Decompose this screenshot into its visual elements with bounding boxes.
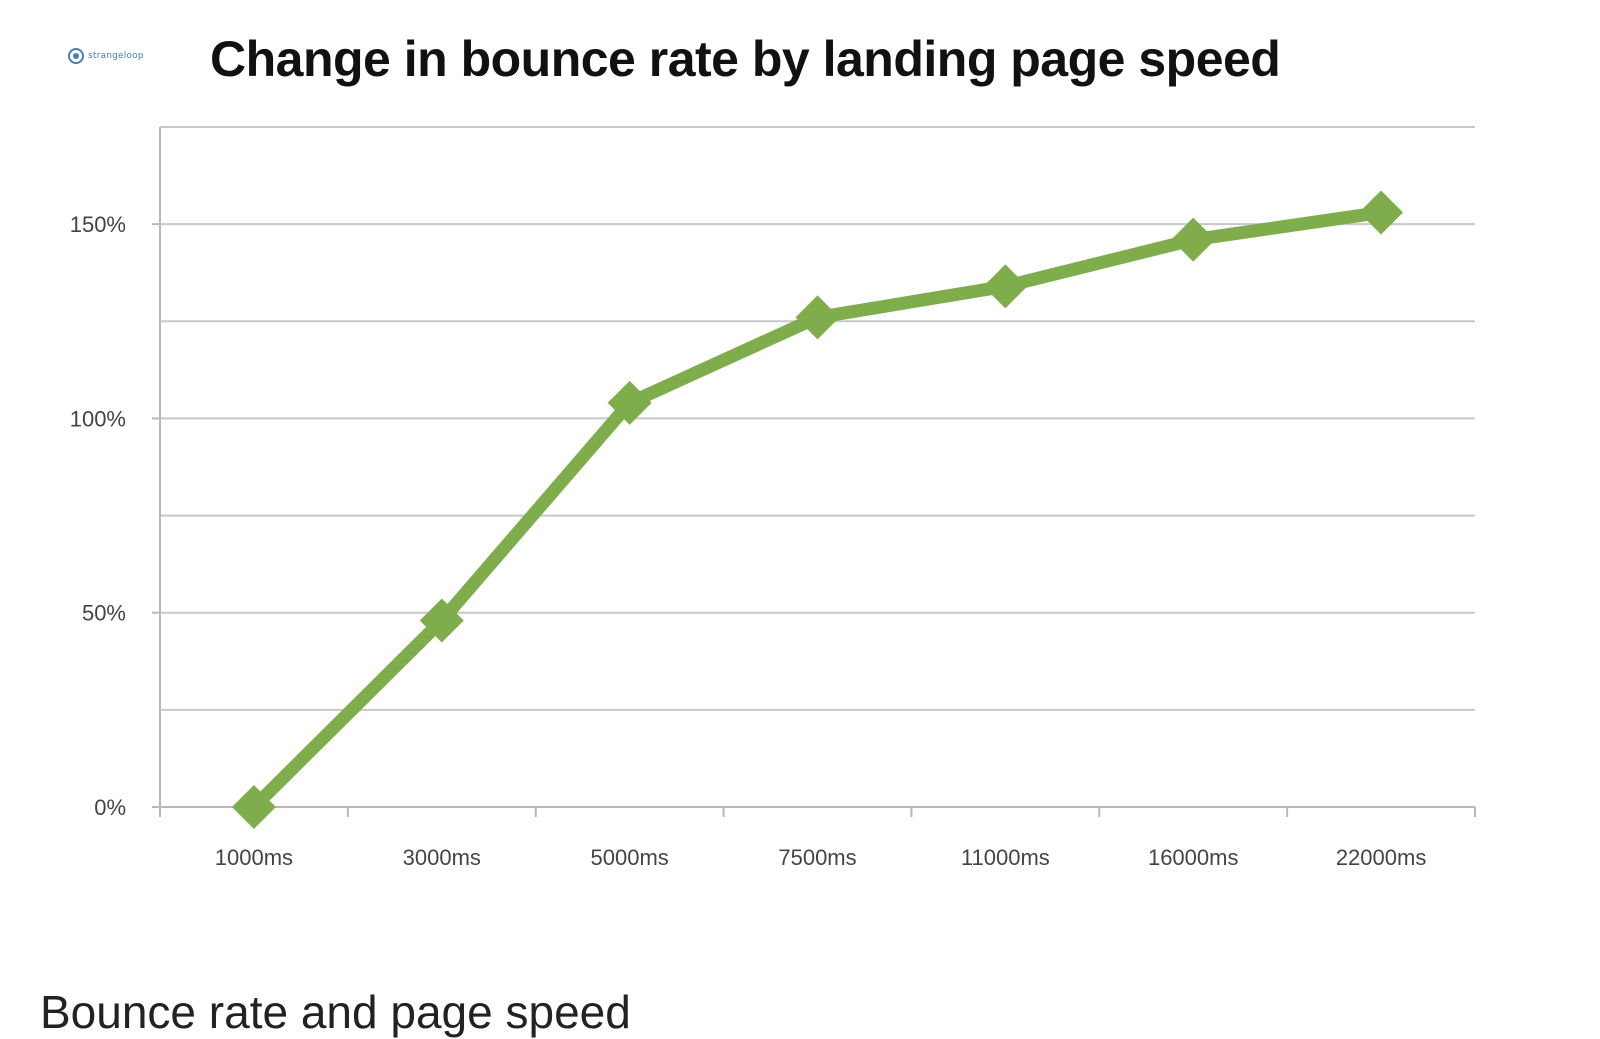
x-tick-label: 16000ms — [1148, 845, 1239, 870]
data-point — [419, 598, 464, 643]
data-point — [983, 264, 1028, 309]
x-tick-label: 1000ms — [215, 845, 293, 870]
y-tick-label: 0% — [94, 795, 126, 820]
x-tick-label: 5000ms — [591, 845, 669, 870]
data-point — [231, 785, 276, 829]
data-point — [1171, 217, 1216, 262]
data-point — [1359, 190, 1404, 235]
line-chart: 0% 50% 100% 150% 1000ms 3000ms 5000ms 7500ms 110… — [70, 126, 1476, 870]
x-tick-label: 3000ms — [403, 845, 481, 870]
y-tick-label: 150% — [70, 212, 126, 237]
caption-text: Bounce rate and page speed — [40, 986, 631, 1038]
logo-icon — [68, 48, 84, 64]
y-tick-label: 100% — [70, 406, 126, 431]
data-point — [795, 295, 840, 340]
x-tick-label: 22000ms — [1336, 845, 1427, 870]
data-point — [607, 380, 652, 425]
logo-text: strangeloop — [88, 51, 144, 61]
y-tick-label: 50% — [82, 601, 126, 626]
x-tick-label: 7500ms — [778, 845, 856, 870]
brand-logo: strangeloop — [68, 48, 144, 64]
chart-title: Change in bounce rate by landing page sp… — [210, 31, 1281, 87]
x-tick-label: 11000ms — [961, 845, 1050, 870]
